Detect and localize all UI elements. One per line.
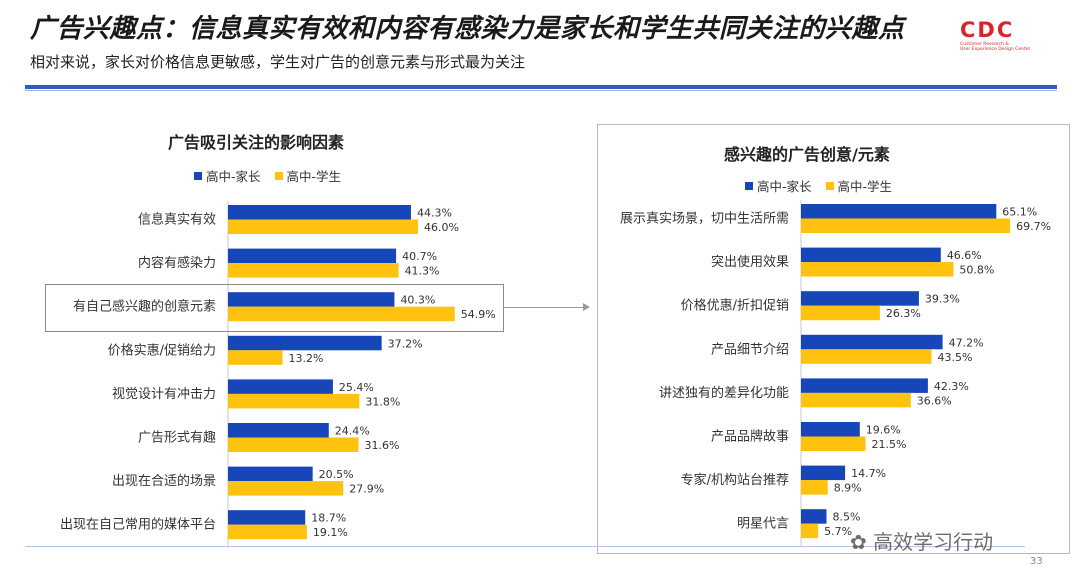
data-label-student: 27.9% bbox=[349, 483, 384, 496]
category-label: 视觉设计有冲击力 bbox=[112, 387, 216, 402]
category-label: 出现在自己常用的媒体平台 bbox=[60, 517, 216, 533]
logo-sub-line1: Customer Research & bbox=[960, 42, 1009, 47]
data-label-student: 31.6% bbox=[365, 439, 400, 452]
data-label-parent: 18.7% bbox=[311, 512, 346, 525]
legend-swatch-parent bbox=[745, 181, 753, 190]
bar-student bbox=[228, 219, 418, 234]
wechat-icon: ✿ bbox=[850, 530, 874, 554]
bar-parent bbox=[228, 248, 397, 264]
bar-parent bbox=[228, 335, 382, 351]
connector-arrow-line bbox=[503, 307, 585, 308]
logo-sub-line2: User Experience Design Center bbox=[960, 47, 1031, 52]
highlight-box bbox=[45, 284, 504, 332]
right-chart-frame bbox=[597, 124, 1070, 554]
category-label: 出现在合适的场景 bbox=[112, 473, 216, 489]
page-title: 广告兴趣点：信息真实有效和内容有感染力是家长和学生共同关注的兴趣点 bbox=[30, 14, 905, 44]
left-chart-legend: 高中-家长 高中-学生 bbox=[194, 166, 355, 185]
data-label-student: 41.3% bbox=[405, 265, 440, 278]
cdc-logo: CDC Customer Research & User Experience … bbox=[960, 18, 1040, 60]
legend-item-parent: 高中-家长 bbox=[194, 166, 261, 185]
left-chart-title: 广告吸引关注的影响因素 bbox=[168, 133, 345, 152]
data-label-student: 13.2% bbox=[289, 352, 324, 365]
legend-item-parent: 高中-家长 bbox=[745, 176, 812, 195]
bar-student bbox=[228, 481, 344, 496]
data-label-student: 31.8% bbox=[365, 395, 400, 408]
legend-swatch-student bbox=[825, 181, 834, 190]
bar-student bbox=[228, 263, 399, 278]
data-label-parent: 37.2% bbox=[388, 337, 423, 350]
bar-student bbox=[228, 437, 359, 452]
legend-swatch-student bbox=[274, 171, 283, 180]
right-chart-title: 感兴趣的广告创意/元素 bbox=[724, 145, 890, 164]
category-label: 价格实惠/促销给力 bbox=[108, 342, 216, 358]
legend-label-student: 高中-学生 bbox=[286, 169, 342, 184]
watermark: ✿ 高效学习行动 bbox=[850, 526, 993, 555]
right-chart-legend: 高中-家长 高中-学生 bbox=[745, 176, 906, 195]
legend-item-student: 高中-学生 bbox=[274, 166, 342, 185]
data-label-student: 46.0% bbox=[424, 221, 459, 234]
page-number: 33 bbox=[1030, 556, 1043, 567]
legend-label-parent: 高中-家长 bbox=[206, 169, 261, 184]
bar-student bbox=[228, 524, 307, 540]
bar-parent bbox=[228, 510, 306, 525]
header-rule bbox=[25, 85, 1057, 89]
bar-parent bbox=[228, 423, 329, 438]
bar-student bbox=[228, 393, 360, 409]
footer-rule bbox=[25, 546, 1025, 547]
page-subtitle: 相对来说，家长对价格信息更敏感，学生对广告的创意元素与形式最为关注 bbox=[30, 53, 526, 71]
data-label-parent: 24.4% bbox=[335, 425, 370, 438]
legend-item-student: 高中-学生 bbox=[825, 176, 893, 195]
bar-parent bbox=[228, 466, 313, 482]
bar-parent bbox=[228, 205, 411, 220]
connector-arrow-head bbox=[583, 303, 590, 311]
logo-mark: CDC bbox=[960, 18, 1015, 42]
data-label-parent: 25.4% bbox=[339, 381, 374, 394]
bar-parent bbox=[228, 379, 333, 394]
watermark-text: 高效学习行动 bbox=[873, 530, 994, 554]
data-label-student: 19.1% bbox=[313, 526, 348, 539]
legend-label-parent: 高中-家长 bbox=[757, 179, 812, 194]
data-label-parent: 44.3% bbox=[417, 207, 452, 220]
header-rule-thin bbox=[25, 90, 1057, 91]
data-label-parent: 20.5% bbox=[319, 468, 354, 481]
category-label: 内容有感染力 bbox=[138, 255, 216, 271]
legend-label-student: 高中-学生 bbox=[837, 179, 893, 194]
bar-student bbox=[228, 350, 283, 365]
data-label-parent: 40.7% bbox=[402, 250, 437, 263]
legend-swatch-parent bbox=[194, 171, 202, 180]
category-label: 广告形式有趣 bbox=[138, 431, 216, 446]
category-label: 信息真实有效 bbox=[138, 212, 216, 228]
